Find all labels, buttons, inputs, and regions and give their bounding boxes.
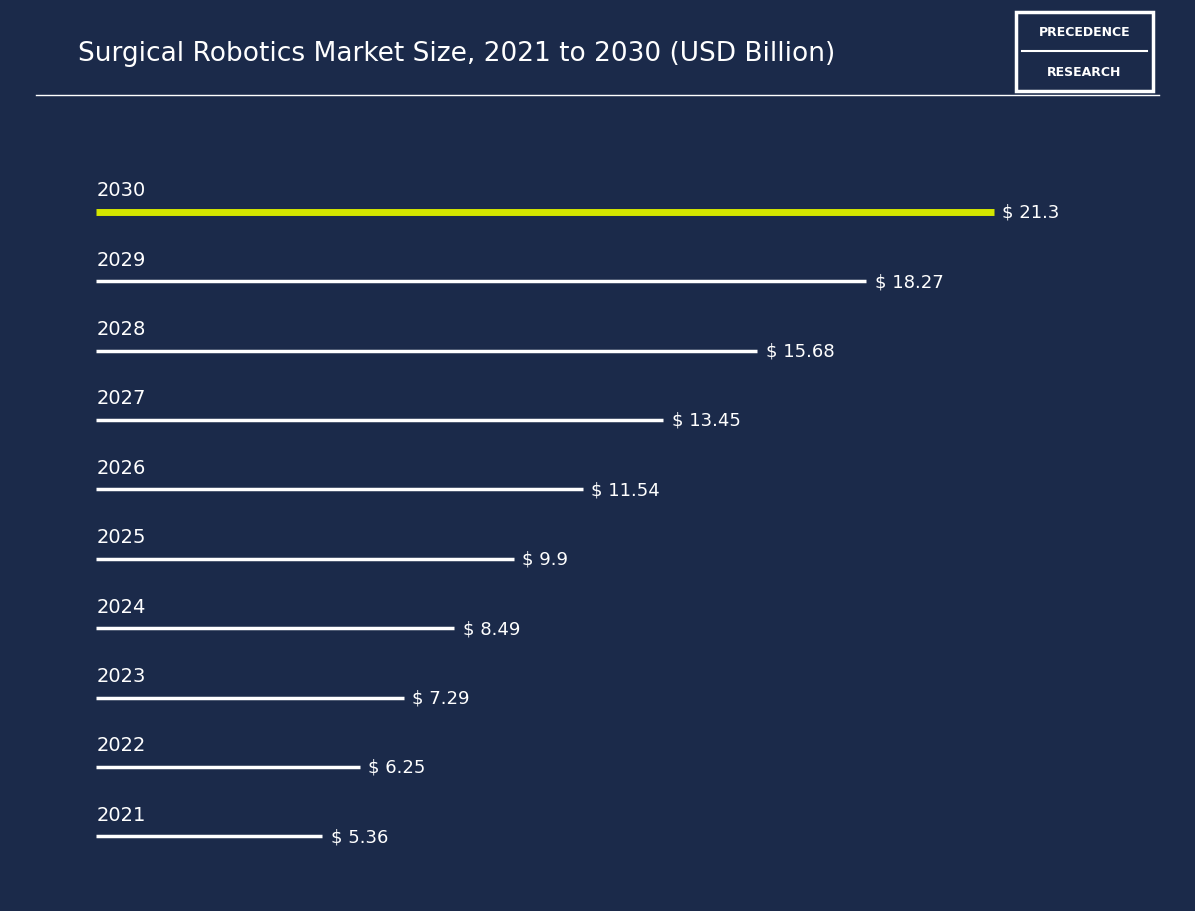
Text: $ 5.36: $ 5.36 — [331, 827, 388, 845]
Text: $ 8.49: $ 8.49 — [462, 619, 520, 638]
Text: $ 7.29: $ 7.29 — [412, 689, 470, 707]
Text: 2023: 2023 — [97, 666, 146, 685]
Text: $ 18.27: $ 18.27 — [875, 272, 944, 291]
Text: PRECEDENCE: PRECEDENCE — [1038, 26, 1130, 38]
Text: $ 9.9: $ 9.9 — [522, 550, 568, 568]
Text: RESEARCH: RESEARCH — [1047, 66, 1122, 78]
Text: 2021: 2021 — [97, 805, 146, 824]
Text: 2030: 2030 — [97, 181, 146, 200]
Text: $ 13.45: $ 13.45 — [672, 412, 741, 429]
Text: 2025: 2025 — [97, 527, 146, 547]
Text: $ 11.54: $ 11.54 — [592, 481, 660, 499]
Text: Surgical Robotics Market Size, 2021 to 2030 (USD Billion): Surgical Robotics Market Size, 2021 to 2… — [78, 41, 835, 67]
Text: $ 15.68: $ 15.68 — [766, 343, 834, 360]
Text: 2024: 2024 — [97, 597, 146, 616]
Text: $ 21.3: $ 21.3 — [1003, 203, 1060, 221]
FancyBboxPatch shape — [1016, 13, 1153, 92]
Text: 2029: 2029 — [97, 251, 146, 270]
Text: $ 6.25: $ 6.25 — [368, 758, 425, 776]
Text: 2027: 2027 — [97, 389, 146, 408]
Text: 2028: 2028 — [97, 320, 146, 339]
Text: 2022: 2022 — [97, 736, 146, 754]
Text: 2026: 2026 — [97, 458, 146, 477]
